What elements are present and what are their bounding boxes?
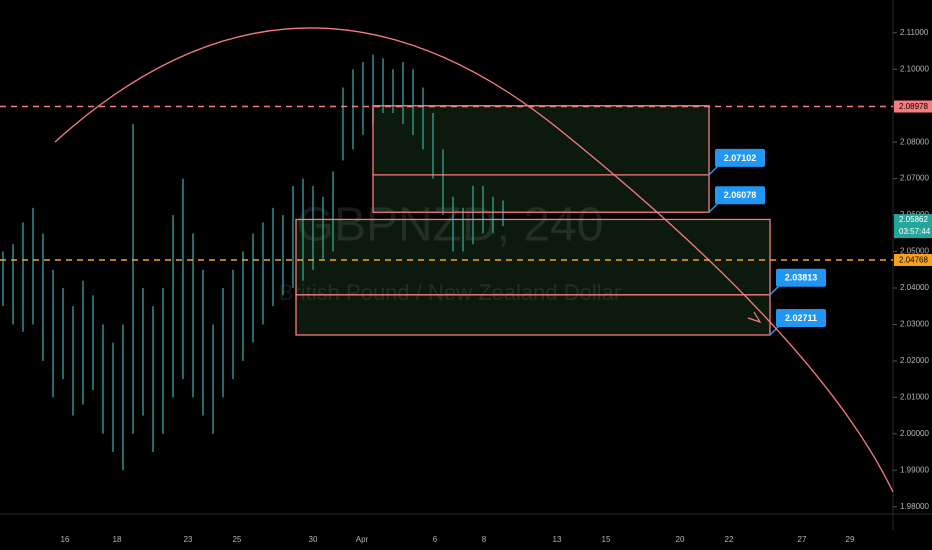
time-tick-label: 25 bbox=[233, 535, 242, 544]
time-tick-label: 22 bbox=[725, 535, 734, 544]
time-tick-label: 16 bbox=[61, 535, 70, 544]
countdown-label: 03:57:44 bbox=[899, 227, 931, 236]
watermark-name: British Pound / New Zealand Dollar bbox=[279, 280, 621, 305]
callout-label: 2.07102 bbox=[724, 153, 757, 163]
callout-box bbox=[776, 308, 826, 327]
callout-label: 2.03813 bbox=[785, 273, 818, 283]
callout-label: 2.06078 bbox=[724, 190, 757, 200]
price-tag bbox=[894, 253, 932, 266]
price-tag-label: 2.08978 bbox=[899, 102, 928, 111]
callout-box bbox=[715, 186, 765, 205]
zone bbox=[372, 105, 710, 213]
time-tick-label: 18 bbox=[113, 535, 122, 544]
price-tick-label: 2.11000 bbox=[900, 28, 929, 37]
price-tick-label: 2.10000 bbox=[900, 64, 929, 73]
price-tick-label: 1.99000 bbox=[900, 465, 929, 474]
price-tick-label: 1.98000 bbox=[900, 502, 929, 511]
time-tick-label: 27 bbox=[798, 535, 807, 544]
last-price-label: 2.05862 bbox=[899, 215, 928, 224]
last-price-tag bbox=[894, 214, 932, 239]
zone bbox=[295, 218, 771, 336]
price-tick-label: 2.01000 bbox=[900, 392, 929, 401]
time-tick-label: 29 bbox=[846, 535, 855, 544]
price-tick-label: 2.00000 bbox=[900, 429, 929, 438]
callout-box bbox=[776, 268, 826, 287]
price-tick-label: 2.02000 bbox=[900, 356, 929, 365]
time-tick-label: 23 bbox=[184, 535, 193, 544]
price-tick-label: 2.08000 bbox=[900, 137, 929, 146]
arc-drawing bbox=[54, 27, 894, 493]
arrow-drawing bbox=[747, 311, 762, 324]
price-tag-label: 2.04768 bbox=[899, 256, 928, 265]
price-tag bbox=[894, 100, 932, 113]
price-tick-label: 2.07000 bbox=[900, 174, 929, 183]
time-tick-label: 13 bbox=[553, 535, 562, 544]
callout-box bbox=[715, 148, 765, 167]
callout-label: 2.02711 bbox=[785, 313, 817, 323]
time-tick-label: 8 bbox=[482, 535, 487, 544]
price-tick-label: 2.03000 bbox=[900, 320, 929, 329]
time-tick-label: 20 bbox=[676, 535, 685, 544]
price-tick-label: 2.05000 bbox=[900, 247, 929, 256]
watermark-symbol: GBPNZD, 240 bbox=[297, 199, 604, 252]
time-tick-label: 30 bbox=[309, 535, 318, 544]
time-tick-label: 6 bbox=[433, 535, 438, 544]
time-tick-label: Apr bbox=[356, 535, 369, 544]
time-tick-label: 15 bbox=[602, 535, 611, 544]
price-tick-label: 2.04000 bbox=[900, 283, 929, 292]
